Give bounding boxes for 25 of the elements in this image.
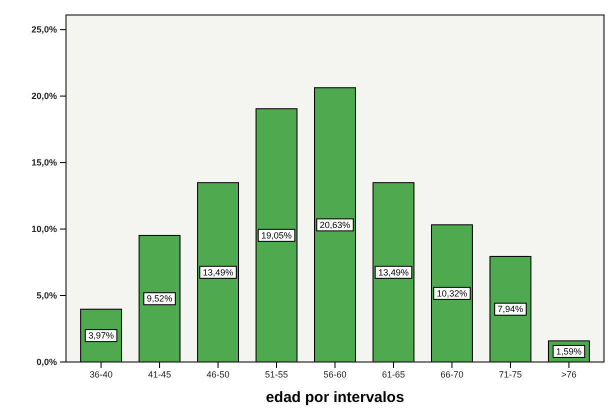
x-axis-title: edad por intervalos [266, 389, 404, 406]
y-tick-label: 0,0% [36, 356, 57, 367]
data-label: 19,05% [261, 230, 292, 240]
data-label: 13,49% [202, 267, 234, 278]
data-label: 1,59% [556, 346, 582, 356]
data-label: 3,97% [88, 330, 114, 341]
x-tick-label: 36-40 [90, 369, 113, 380]
x-tick-label: 61-65 [382, 369, 405, 380]
data-label: 10,32% [436, 288, 468, 298]
data-label: 7,94% [498, 304, 524, 314]
y-tick-label: 15,0% [31, 157, 57, 168]
x-tick-label: 46-50 [206, 369, 230, 380]
data-label: 20,63% [320, 220, 350, 230]
y-tick-label: 5,0% [36, 290, 57, 300]
data-label: 9,52% [146, 294, 172, 304]
x-tick-label: 66-70 [440, 369, 464, 380]
x-tick-label: 56-60 [323, 369, 347, 380]
y-tick-label: 20,0% [31, 90, 57, 101]
y-tick-label: 25,0% [31, 24, 57, 35]
x-tick-label: 41-45 [148, 369, 172, 380]
x-tick-label: >76 [561, 369, 577, 380]
y-tick-label: 10,0% [31, 224, 57, 234]
x-tick-label: 71-75 [498, 369, 522, 380]
data-label: 13,49% [378, 267, 409, 278]
x-tick-label: 51-55 [265, 369, 288, 380]
